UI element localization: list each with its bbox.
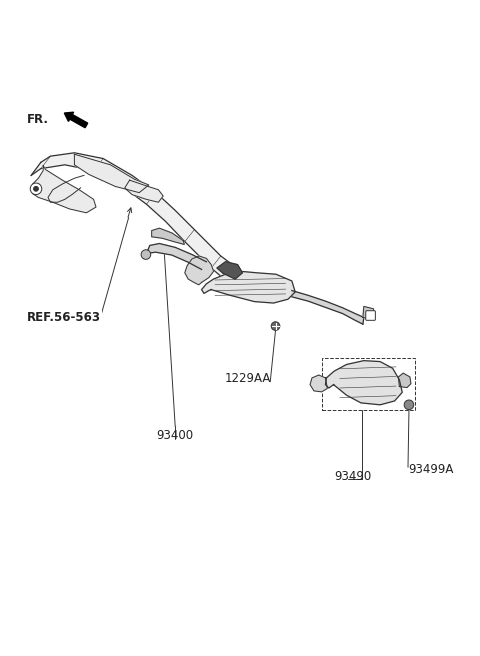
Polygon shape [144, 243, 206, 270]
Polygon shape [31, 153, 240, 285]
Polygon shape [292, 291, 364, 324]
Text: REF.56-563: REF.56-563 [26, 311, 100, 324]
Polygon shape [33, 166, 96, 213]
Polygon shape [185, 256, 214, 285]
Circle shape [404, 400, 414, 409]
FancyBboxPatch shape [366, 311, 375, 320]
Polygon shape [152, 228, 184, 245]
Polygon shape [398, 373, 411, 388]
Polygon shape [217, 262, 242, 279]
Circle shape [141, 250, 151, 259]
Circle shape [30, 183, 42, 195]
Polygon shape [202, 272, 295, 303]
Polygon shape [74, 154, 149, 193]
Text: 1229AA: 1229AA [225, 372, 271, 384]
Text: 93490: 93490 [334, 470, 372, 483]
Polygon shape [325, 361, 402, 405]
Polygon shape [363, 306, 374, 319]
Circle shape [34, 186, 38, 191]
Circle shape [271, 321, 280, 331]
FancyArrow shape [64, 112, 88, 128]
Text: 93400: 93400 [156, 429, 194, 442]
Polygon shape [125, 180, 163, 202]
Text: FR.: FR. [26, 113, 48, 126]
Text: 93499A: 93499A [408, 463, 454, 476]
Polygon shape [310, 375, 327, 392]
